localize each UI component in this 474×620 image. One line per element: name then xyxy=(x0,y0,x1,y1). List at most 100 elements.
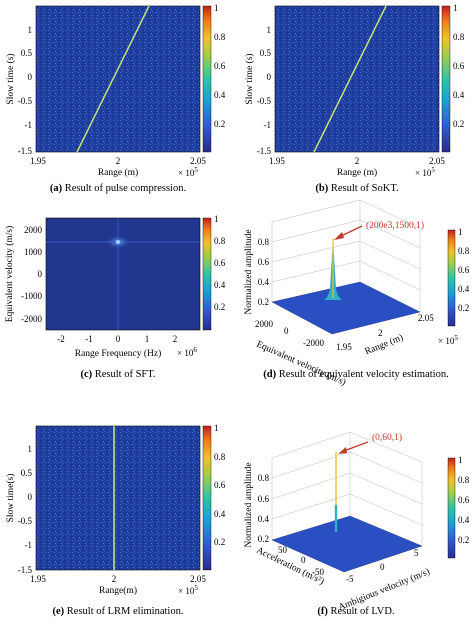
panel-c-xlabel: Range Frequency (Hz) xyxy=(75,348,162,359)
panel-c: 1 0.8 0.6 0.4 0.2 2000 1000 0 -1000 -200… xyxy=(4,214,226,380)
panel-c-yticks: 2000 1000 0 -1000 -2000 xyxy=(21,225,43,324)
panel-c-cbar-tick-02: 0.2 xyxy=(214,302,225,312)
panel-e-plot xyxy=(35,425,201,571)
panel-b-xtick: 1.95 xyxy=(269,156,285,166)
panel-d-caption-letter: (d) xyxy=(263,369,276,380)
panel-e-caption-letter: (e) xyxy=(53,606,65,617)
panel-d-cbar-tick-08: 0.8 xyxy=(458,246,470,256)
panel-f-axes-box xyxy=(271,431,423,546)
panel-b-x-exponent-power: 5 xyxy=(431,166,435,174)
panel-d-range-tick: 1.95 xyxy=(336,342,352,352)
panel-e-cbar-ticks: 1 0.8 0.6 0.4 0.2 xyxy=(214,423,226,547)
panel-e-xtick: 1.95 xyxy=(30,574,46,584)
panel-d-caption: (d) Result of equivalent velocity estima… xyxy=(263,369,448,380)
panel-b-cbar-tick-02: 0.2 xyxy=(453,119,464,129)
panel-c-xtick: -1 xyxy=(85,334,93,344)
panel-f-peak-arrowhead xyxy=(338,447,347,454)
panel-e-xtick: 2.05 xyxy=(190,574,206,584)
panel-e-xticks: 1.95 2 2.05 xyxy=(30,574,206,584)
panel-d-ylabel: Equivalent velocity (m/s) xyxy=(255,339,348,388)
panel-b-ylabel: Slow time (s) xyxy=(244,53,255,104)
panel-b-ytick: -0.5 xyxy=(257,96,272,106)
panel-d-axes-box xyxy=(271,199,421,312)
panel-b-colorbar xyxy=(441,5,451,153)
panel-e-cbar-tick-04: 0.4 xyxy=(214,509,226,519)
panel-f-zticks: 0.8 0.6 0.4 0.2 xyxy=(258,473,270,544)
panel-a-xtick: 2 xyxy=(116,156,121,166)
panel-d-range-tick: 2 xyxy=(378,328,383,338)
panel-e-yticks: 1 0.5 0 -0.5 -1 -1.5 xyxy=(18,444,33,575)
panel-e-ytick: -0.5 xyxy=(18,516,33,526)
panel-d-x-exponent-power: 5 xyxy=(454,334,458,342)
panel-a-cbar-tick-04: 0.4 xyxy=(214,90,226,100)
panel-b-x-exponent: × 105 xyxy=(415,166,435,178)
panel-d-caption-text: Result of equivalent velocity estimation… xyxy=(276,369,449,380)
panel-b-cbar-tick-1: 1 xyxy=(453,3,458,13)
panel-d-cbar-tick-02: 0.2 xyxy=(458,303,469,313)
panel-a-ytick: 0 xyxy=(28,72,33,82)
panel-d-cbar-ticks: 1 0.8 0.6 0.4 0.2 xyxy=(458,227,470,313)
panel-a-ytick: -1 xyxy=(25,120,33,130)
panel-c-caption-text: Result of SFT. xyxy=(92,369,155,380)
panel-a-xlabel: Range (m) xyxy=(98,167,138,178)
panel-c-colorbar xyxy=(202,217,212,331)
panel-a-cbar-tick-02: 0.2 xyxy=(214,119,225,129)
panel-e-ytick: 1 xyxy=(28,444,33,454)
panel-e-xtick: 2 xyxy=(112,574,117,584)
panel-b-cbar-tick-06: 0.6 xyxy=(453,61,465,71)
panel-e-x-exponent-base: × 10 xyxy=(178,586,195,596)
panel-e-colorbar xyxy=(202,425,212,571)
panel-d-range-ticks: 1.95 2 2.05 xyxy=(336,313,434,352)
panel-a-ytick: -0.5 xyxy=(18,96,33,106)
panel-f-caption-letter: (f) xyxy=(317,606,328,617)
panel-d-cbar-tick-06: 0.6 xyxy=(458,265,470,275)
panel-d-zlabel: Normalized amplitude xyxy=(244,229,254,314)
panel-d-range-tick: 2.05 xyxy=(418,313,434,323)
panel-f-peak-label: (0,60,1) xyxy=(372,432,402,443)
panel-d-peak-label: (200e3,1500,1) xyxy=(366,220,424,231)
panel-a-colorbar xyxy=(202,5,212,153)
panel-b-xticks: 1.95 2 2.05 xyxy=(269,156,445,166)
panel-f-cbar-tick-04: 0.4 xyxy=(458,515,470,525)
panel-c-ytick: 0 xyxy=(38,269,43,279)
panel-d-cbar-tick-1: 1 xyxy=(458,227,463,237)
panel-c-cbar-ticks: 1 0.8 0.6 0.4 0.2 xyxy=(214,214,226,312)
panel-a-caption: (a) Result of pulse compression. xyxy=(50,183,186,194)
panel-e-ytick: -1 xyxy=(25,540,33,550)
panel-b-cbar-ticks: 1 0.8 0.6 0.4 0.2 xyxy=(453,3,465,129)
panel-d-ztick: 0.2 xyxy=(258,297,269,307)
panel-b: 1 0.8 0.6 0.4 0.2 1 0.5 0 -0.5 -1 -1.5 1… xyxy=(244,3,465,194)
panel-c-ytick: -1000 xyxy=(21,291,42,301)
panel-d-ztick: 0.4 xyxy=(258,277,270,287)
panel-e-caption-text: Result of LRM elimination. xyxy=(64,606,183,617)
panel-b-xlabel: Range (m) xyxy=(337,167,377,178)
panel-f-ztick: 0.4 xyxy=(258,514,270,524)
panel-c-xtick: 2 xyxy=(173,334,178,344)
panel-a-signal-line xyxy=(76,5,150,153)
panel-f-acc-tick: 0 xyxy=(301,555,306,565)
panel-a-x-exponent: × 105 xyxy=(178,166,198,178)
panel-d-x-exponent-base: × 10 xyxy=(438,336,455,346)
panel-c-caption-letter: (c) xyxy=(80,369,92,380)
panel-d-colorbar xyxy=(447,229,456,327)
panel-c-x-exponent-base: × 10 xyxy=(177,348,194,358)
panel-a-xtick: 2.05 xyxy=(190,156,206,166)
panel-b-ytick: 0 xyxy=(267,72,272,82)
panel-a-cbar-ticks: 1 0.8 0.6 0.4 0.2 xyxy=(214,3,226,129)
panel-c-x-exponent-power: 6 xyxy=(193,346,197,354)
panel-b-cbar-tick-04: 0.4 xyxy=(453,90,465,100)
panel-c-peak-point xyxy=(116,240,120,244)
panel-e-cbar-tick-1: 1 xyxy=(214,423,219,433)
panel-f-cbar-tick-08: 0.8 xyxy=(458,475,470,485)
panel-a-caption-letter: (a) xyxy=(50,183,63,194)
panel-b-ytick: 0.5 xyxy=(260,48,272,58)
panel-c-ylabel: Equivalent velocity (m/s) xyxy=(4,226,15,323)
panel-a: 1 0.8 0.6 0.4 0.2 1 0.5 0 -0.5 -1 -1.5 1… xyxy=(5,3,226,194)
panel-a-ytick: -1.5 xyxy=(18,146,33,156)
panel-b-ytick: 1 xyxy=(267,25,272,35)
panel-c-cbar-tick-1: 1 xyxy=(214,214,219,224)
panel-c-xtick: 0 xyxy=(116,334,121,344)
panel-a-yticks: 1 0.5 0 -0.5 -1 -1.5 xyxy=(18,25,33,156)
panel-b-yticks: 1 0.5 0 -0.5 -1 -1.5 xyxy=(257,25,272,156)
